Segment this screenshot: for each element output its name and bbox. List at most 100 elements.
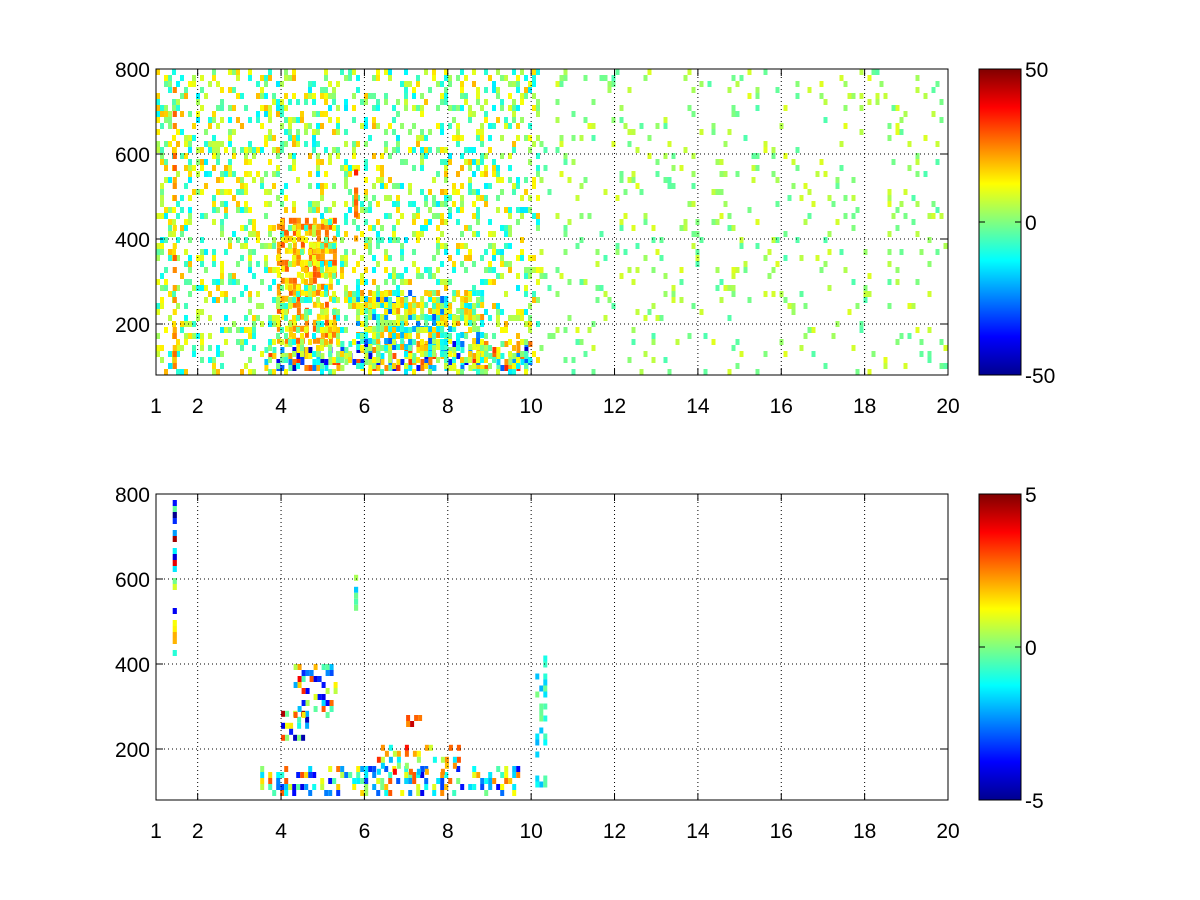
heatmap-cell (292, 351, 296, 357)
heatmap-cell (639, 369, 644, 375)
heatmap-cell (436, 326, 441, 332)
heatmap-cell (408, 365, 413, 371)
heatmap-cell (771, 291, 776, 297)
heatmap-cell (559, 141, 564, 147)
heatmap-cell (396, 135, 400, 141)
heatmap-cell (695, 249, 700, 255)
heatmap-cell (763, 69, 768, 75)
heatmap-cell (336, 81, 340, 87)
heatmap-cell (272, 135, 276, 141)
heatmap-cell (867, 291, 872, 297)
heatmap-cell (352, 267, 356, 273)
heatmap-cell (567, 279, 572, 285)
heatmap-cell (428, 273, 432, 279)
heatmap-cell (396, 195, 400, 201)
heatmap-cell (188, 177, 192, 183)
heatmap-cell (452, 117, 456, 123)
heatmap-cell (204, 267, 208, 273)
heatmap-cell (176, 345, 180, 351)
heatmap-cell (356, 363, 360, 369)
heatmap-cell (176, 339, 180, 345)
heatmap-cell (424, 768, 429, 775)
heatmap-cell (368, 353, 373, 359)
heatmap-cell (476, 338, 481, 344)
heatmap-cell (731, 273, 736, 279)
heatmap-cell (340, 273, 344, 279)
heatmap-cell (324, 301, 329, 308)
heatmap-cell (188, 261, 192, 267)
heatmap-cell (372, 93, 376, 99)
heatmap-cell (292, 247, 297, 254)
heatmap-cell (384, 309, 388, 315)
heatmap-cell (280, 259, 285, 266)
heatmap-cell (492, 279, 496, 285)
heatmap-cell (332, 243, 336, 249)
heatmap-cell (903, 213, 908, 219)
heatmap-cell (472, 338, 477, 344)
heatmap-cell (663, 357, 668, 363)
heatmap-cell (180, 345, 184, 351)
heatmap-cell (272, 183, 276, 189)
heatmap-cell (244, 339, 248, 345)
heatmap-cell (360, 255, 364, 261)
heatmap-cell (563, 75, 568, 81)
heatmap-cell (156, 105, 160, 111)
heatmap-cell (304, 141, 308, 147)
heatmap-cell (783, 297, 788, 303)
heatmap-cell (444, 351, 448, 357)
heatmap-cell (619, 219, 624, 225)
heatmap-cell (807, 87, 812, 93)
heatmap-cell (284, 357, 288, 363)
heatmap-cell (440, 308, 445, 314)
heatmap-cell (236, 117, 240, 123)
heatmap-cell (344, 165, 348, 171)
heatmap-cell (468, 308, 473, 314)
heatmap-cell (388, 153, 392, 159)
heatmap-cell (412, 249, 416, 255)
heatmap-cell (304, 353, 309, 359)
heatmap-cell (372, 303, 376, 309)
heatmap-cell (172, 207, 176, 213)
heatmap-cell (304, 365, 309, 371)
heatmap-cell (508, 339, 512, 345)
heatmap-cell (280, 147, 284, 153)
heatmap-cell (354, 205, 359, 212)
heatmap-cell (364, 784, 369, 790)
heatmap-cell (316, 141, 320, 147)
heatmap-cell (288, 365, 293, 371)
x-tick-label: 6 (359, 395, 371, 418)
heatmap-cell (524, 309, 528, 315)
heatmap-cell (264, 359, 269, 365)
heatmap-cell (539, 703, 544, 710)
heatmap-cell (575, 195, 580, 201)
heatmap-cell (236, 339, 240, 345)
heatmap-cell (452, 357, 456, 363)
heatmap-cell (224, 207, 228, 213)
heatmap-cell (456, 778, 461, 784)
heatmap-cell (468, 165, 472, 171)
heatmap-cell (164, 267, 168, 273)
heatmap-cell (432, 784, 437, 790)
heatmap-cell (372, 267, 376, 273)
heatmap-cell (599, 285, 604, 291)
heatmap-cell (324, 247, 329, 254)
heatmap-cell (512, 99, 516, 105)
heatmap-cell (296, 291, 300, 297)
heatmap-cell (404, 320, 409, 326)
heatmap-cell (332, 235, 337, 242)
colorbar-gradient (979, 494, 1021, 800)
heatmap-cell (767, 273, 772, 279)
heatmap-cell (452, 290, 457, 296)
heatmap-cell (240, 177, 244, 183)
heatmap-cell (847, 309, 852, 315)
heatmap-cell (719, 171, 724, 177)
heatmap-cell (320, 247, 325, 254)
heatmap-cell (691, 201, 696, 207)
heatmap-cell (297, 716, 302, 723)
heatmap-cell (316, 123, 320, 129)
heatmap-cell (763, 141, 768, 147)
heatmap-cell (268, 353, 273, 359)
heatmap-cell (496, 165, 500, 171)
heatmap-cell (915, 75, 920, 81)
heatmap-cell (312, 772, 317, 778)
